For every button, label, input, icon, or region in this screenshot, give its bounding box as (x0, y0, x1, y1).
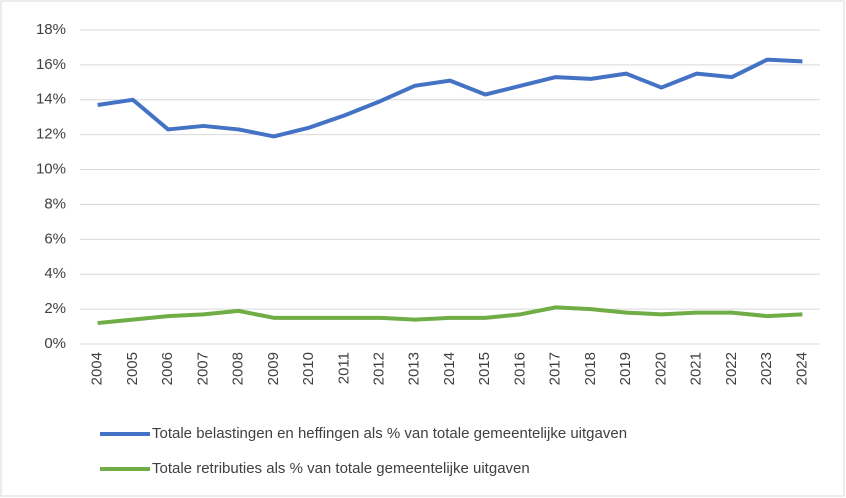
x-tick-label: 2024 (793, 352, 810, 385)
y-tick-label: 12% (36, 126, 66, 143)
y-tick-label: 14% (36, 91, 66, 108)
x-tick-label: 2018 (582, 352, 599, 385)
y-tick-label: 4% (44, 265, 66, 282)
y-tick-label: 18% (36, 21, 66, 38)
x-tick-label: 2005 (124, 352, 141, 385)
x-tick-label: 2004 (89, 352, 106, 385)
x-tick-label: 2017 (547, 352, 564, 385)
x-tick-label: 2006 (159, 352, 176, 385)
y-tick-label: 2% (44, 300, 66, 317)
x-tick-label: 2010 (300, 352, 317, 385)
x-tick-label: 2016 (511, 352, 528, 385)
legend-label: Totale belastingen en heffingen als % va… (152, 425, 627, 442)
legend-label: Totale retributies als % van totale geme… (152, 460, 530, 477)
x-tick-label: 2020 (652, 352, 669, 385)
x-tick-label: 2011 (335, 352, 352, 384)
x-tick-label: 2021 (688, 352, 705, 385)
y-tick-label: 10% (36, 161, 66, 178)
x-tick-label: 2014 (441, 352, 458, 385)
x-tick-label: 2023 (758, 352, 775, 385)
x-tick-label: 2012 (370, 352, 387, 385)
series-line (97, 57, 803, 139)
y-tick-label: 16% (36, 56, 66, 73)
y-tick-label: 0% (44, 335, 66, 352)
x-tick-label: 2007 (194, 352, 211, 385)
x-tick-label: 2015 (476, 352, 493, 385)
x-tick-label: 2013 (406, 352, 423, 385)
series-line (97, 305, 803, 326)
x-tick-label: 2019 (617, 352, 634, 385)
x-tick-label: 2008 (230, 352, 247, 385)
y-tick-label: 8% (44, 195, 66, 212)
y-tick-label: 6% (44, 230, 66, 247)
x-tick-label: 2022 (723, 352, 740, 385)
x-tick-label: 2009 (265, 352, 282, 385)
